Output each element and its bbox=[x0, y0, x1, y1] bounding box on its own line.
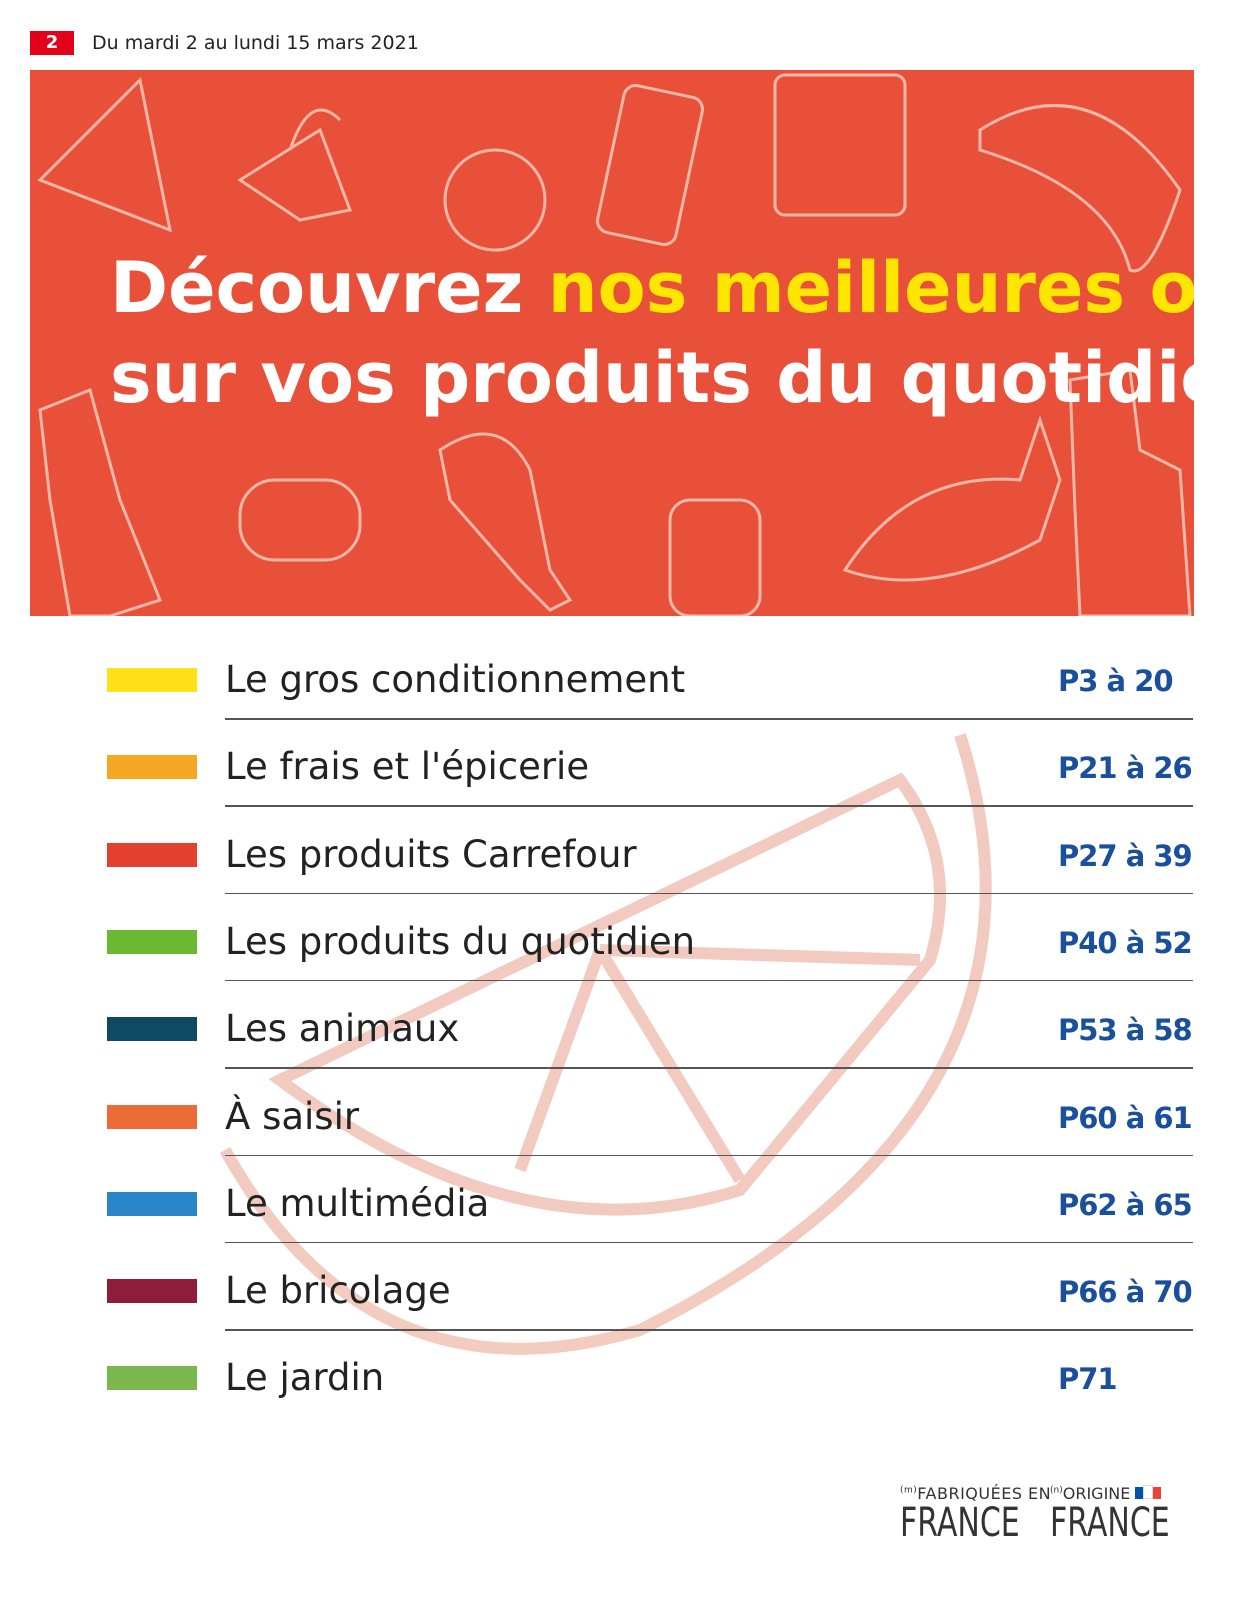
date-range: Du mardi 2 au lundi 15 mars 2021 bbox=[92, 32, 419, 54]
section-label: Le jardin bbox=[225, 1356, 385, 1400]
section-pages: P53 à 58 bbox=[1058, 1013, 1193, 1048]
headline-line2: sur vos produits du quotidien. bbox=[110, 337, 1194, 419]
logo-origine: (n)ORIGINE FRANCE bbox=[1050, 1484, 1210, 1543]
divider bbox=[225, 1154, 1193, 1156]
section-pages: P60 à 61 bbox=[1058, 1100, 1193, 1135]
headline-highlight: nos meilleures offres bbox=[548, 247, 1194, 329]
divider bbox=[225, 1241, 1193, 1244]
logo-fabriquees: (m)FABRIQUÉES EN FRANCE bbox=[900, 1484, 1060, 1543]
divider bbox=[225, 892, 1193, 895]
section-label: Le frais et l'épicerie bbox=[225, 745, 590, 789]
swatch bbox=[107, 1279, 197, 1304]
swatch bbox=[107, 929, 197, 954]
divider bbox=[225, 1067, 1193, 1069]
logo-bottom: FRANCE bbox=[900, 1500, 1020, 1546]
headline-line1: Découvrez nos meilleures offres bbox=[110, 247, 1194, 329]
swatch bbox=[107, 668, 197, 692]
logo-top: FABRIQUÉES EN bbox=[917, 1484, 1052, 1503]
section-label: Les animaux bbox=[225, 1007, 460, 1051]
divider bbox=[225, 805, 1193, 807]
banner-bg bbox=[30, 70, 1194, 616]
section-pages: P3 à 20 bbox=[1058, 664, 1174, 698]
page-number: 2 bbox=[30, 31, 74, 55]
section-label: Le multimédia bbox=[225, 1181, 490, 1225]
section-pages: P62 à 65 bbox=[1058, 1187, 1193, 1222]
flag-red bbox=[1153, 1487, 1162, 1499]
logo-mark: (n) bbox=[1050, 1485, 1063, 1496]
section-pages: P27 à 39 bbox=[1058, 838, 1193, 873]
section-label: Le bricolage bbox=[225, 1269, 451, 1313]
section-label: À saisir bbox=[225, 1094, 360, 1138]
logo-mark: (m) bbox=[900, 1485, 918, 1496]
section-pages: P40 à 52 bbox=[1058, 925, 1193, 960]
section-pages: P21 à 26 bbox=[1058, 751, 1193, 786]
flag-blue bbox=[1135, 1487, 1144, 1499]
logo-bottom: FRANCE bbox=[1050, 1500, 1170, 1546]
section-pages: P71 bbox=[1058, 1362, 1118, 1397]
flag-white bbox=[1143, 1485, 1154, 1499]
swatch bbox=[107, 755, 197, 780]
divider bbox=[225, 1329, 1193, 1331]
swatch bbox=[107, 1104, 197, 1129]
swatch bbox=[107, 1017, 197, 1042]
swatch bbox=[107, 842, 197, 867]
banner-icons bbox=[37, 73, 1192, 616]
section-pages: P66 à 70 bbox=[1058, 1275, 1193, 1310]
divider bbox=[225, 718, 1193, 720]
headline-start: Découvrez bbox=[110, 247, 548, 329]
banner: Découvrez nos meilleures offres sur vos … bbox=[30, 70, 1194, 616]
swatch bbox=[107, 1191, 197, 1216]
divider bbox=[225, 979, 1193, 982]
swatch bbox=[107, 1366, 197, 1391]
section-label: Les produits Carrefour bbox=[225, 832, 637, 876]
section-label: Les produits du quotidien bbox=[225, 919, 696, 963]
logo-top: ORIGINE bbox=[1062, 1484, 1131, 1503]
section-label: Le gros conditionnement bbox=[225, 658, 686, 701]
